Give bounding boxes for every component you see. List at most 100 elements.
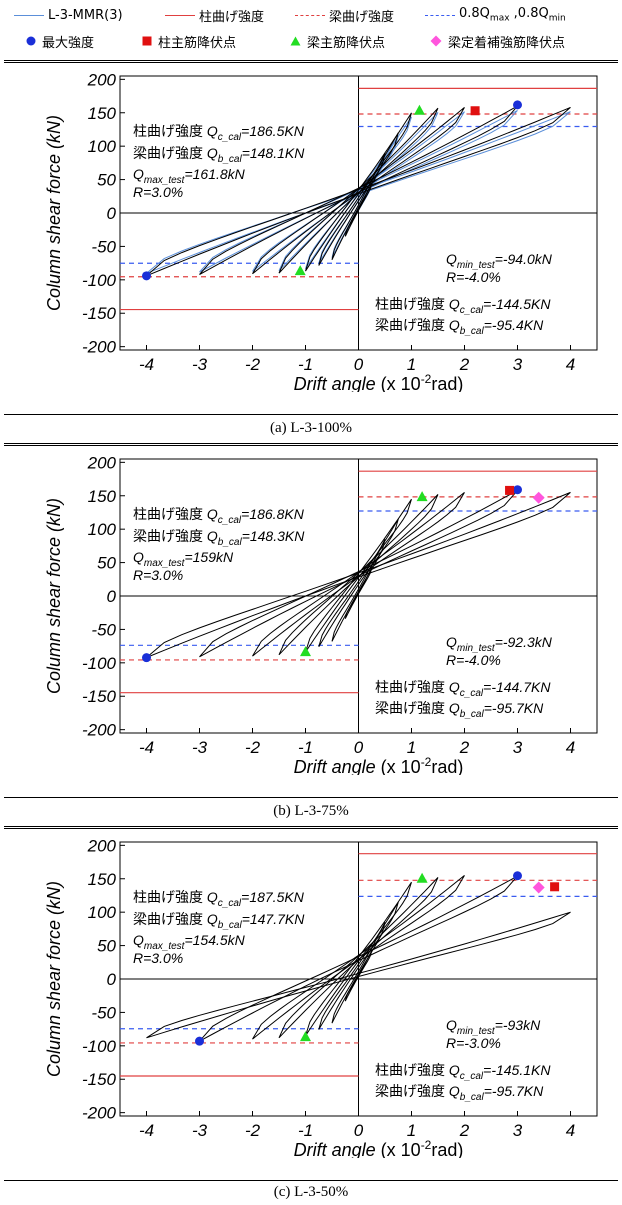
test-loop-4 — [278, 107, 439, 274]
y-tick-label: -150 — [82, 687, 117, 706]
caption-c: (c) L-3-50% — [273, 1184, 349, 1200]
max-strength-marker — [513, 871, 522, 881]
ann-value: =159kN — [184, 549, 234, 565]
ann-sub: max_test — [144, 558, 186, 569]
legend-label-q08: 0.8Qmax ,0.8Qmin — [459, 6, 566, 24]
max-strength-marker — [142, 653, 151, 663]
ann-label: 柱曲げ強度 — [133, 889, 207, 905]
ann-label: 梁曲げ強度 — [133, 911, 207, 927]
y-tick-label: 100 — [88, 520, 117, 539]
test-loop-5 — [252, 875, 465, 1040]
annotation-min-drift: R=-4.0% — [446, 652, 501, 668]
y-tick-label: -50 — [91, 1003, 116, 1022]
y-tick-label: 150 — [88, 487, 117, 506]
x-axis-label-exponent: -2 — [421, 1138, 432, 1152]
annotation-beam-strength-neg: 梁曲げ強度 Qb_cal=-95.4KN — [375, 317, 544, 337]
anchor-yield-marker — [532, 881, 545, 894]
ann-q: Q — [207, 911, 218, 927]
ann-q: Q — [449, 1083, 460, 1099]
ann-label: 梁曲げ強度 — [375, 700, 449, 716]
x-tick-label: 2 — [459, 738, 470, 757]
x-tick-label: -1 — [298, 355, 313, 374]
x-tick-label: 4 — [566, 1121, 575, 1140]
annotation-beam-strength: 梁曲げ強度 Qb_cal=148.3KN — [133, 528, 305, 548]
x-axis-label-exponent: -2 — [421, 755, 432, 769]
y-tick-label: -200 — [82, 721, 117, 740]
beam-yield-marker — [416, 872, 428, 883]
ann-sub: max_test — [144, 941, 186, 952]
test-loop-1 — [331, 538, 386, 642]
x-axis-label-unit: (x 10 — [376, 757, 421, 775]
anchor-yield-marker — [532, 491, 545, 504]
x-tick-label: -2 — [245, 355, 261, 374]
ann-sub: min_test — [457, 643, 496, 654]
annotation-max-drift: R=3.0% — [133, 567, 183, 583]
ann-value: =186.8KN — [241, 506, 305, 522]
max-strength-marker — [142, 271, 151, 281]
column-yield-marker — [470, 106, 480, 116]
annotation-min-drift: R=-3.0% — [446, 1035, 501, 1051]
x-axis-label-main: Drift angle — [294, 757, 376, 775]
top-rule — [4, 60, 618, 63]
ann-label: 柱曲げ強度 — [375, 1062, 449, 1078]
caption-a: (a) L-3-100% — [269, 420, 353, 436]
ann-value: =161.8kN — [184, 166, 245, 182]
ann-q: Q — [446, 1017, 457, 1033]
annotation-max-test: Qmax_test=154.5kN — [133, 932, 246, 952]
caption-rule-a — [4, 414, 618, 415]
legend-row-markers: 最大強度 柱主筋降伏点 梁主筋降伏点 梁定着補強筋降伏点 — [0, 30, 622, 52]
chart-panel-c: 200 150 100 50 0 -50 -100 -150 -200 -4 -3 -2 -1 0 1 2 3 4… — [0, 830, 622, 1158]
annotation-max-drift: R=3.0% — [133, 950, 183, 966]
max-strength-marker — [195, 1036, 204, 1046]
ann-q: Q — [207, 506, 218, 522]
y-tick-label: -200 — [82, 338, 117, 357]
caption-rule-c — [4, 1180, 618, 1181]
x-axis-label: Drift angle (x 10-2rad) — [294, 755, 464, 775]
column-yield-marker — [550, 882, 560, 892]
x-tick-label: 2 — [459, 1121, 470, 1140]
ann-sub: min_test — [457, 1026, 496, 1037]
ann-value: =-95.4KN — [484, 317, 544, 333]
test-loop-0 — [344, 950, 373, 1002]
y-tick-label: -100 — [82, 1037, 117, 1056]
x-tick-label: -3 — [192, 355, 208, 374]
ann-sub: c_cal — [460, 688, 484, 699]
y-tick-label: -150 — [82, 304, 117, 323]
annotation-col-strength: 柱曲げ強度 Qc_cal=187.5KN — [133, 889, 305, 909]
x-axis-label: Drift angle (x 10-2rad) — [294, 372, 464, 392]
chart-c: 200 150 100 50 0 -50 -100 -150 -200 -4 -3 -2 -1 0 1 2 3 4… — [44, 836, 598, 1158]
y-tick-label: 50 — [97, 937, 116, 956]
x-tick-label: 1 — [407, 355, 416, 374]
x-tick-label: -1 — [298, 738, 313, 757]
caption-rule-b — [4, 797, 618, 798]
ann-q: Q — [133, 549, 144, 565]
ann-sub: c_cal — [218, 898, 242, 909]
annotation-max-test: Qmax_test=159kN — [133, 549, 234, 569]
ann-sub: b_cal — [218, 920, 243, 931]
x-axis-label-main: Drift angle — [294, 1140, 376, 1158]
x-tick-label: 0 — [354, 355, 364, 374]
mmr-loop-6 — [199, 109, 518, 273]
ann-value: =186.5KN — [241, 123, 305, 139]
legend-line-q08 — [425, 14, 455, 16]
chart-panel-b: 200 150 100 50 0 -50 -100 -150 -200 -4 -3 -2 -1 0 1 2 3 4… — [0, 447, 622, 775]
ann-q: Q — [446, 251, 457, 267]
annotation-max-drift: R=3.0% — [133, 184, 183, 200]
annotation-min-test: Qmin_test=-94.0kN — [446, 251, 553, 271]
annotation-min-test: Qmin_test=-93kN — [446, 1017, 541, 1037]
beam-yield-marker — [413, 104, 425, 115]
y-tick-label: 200 — [87, 70, 117, 89]
test-loop-0 — [344, 182, 373, 237]
ann-q: Q — [449, 296, 460, 312]
test-loop-5 — [252, 107, 465, 275]
annotation-max-test: Qmax_test=161.8kN — [133, 166, 246, 186]
x-axis-label-unit-end: rad) — [431, 1140, 463, 1158]
y-tick-label: 0 — [107, 587, 117, 606]
ann-q: Q — [446, 634, 457, 650]
legend-item-beam-strength: 梁曲げ強度 — [295, 4, 394, 26]
annotation-beam-strength-neg: 梁曲げ強度 Qb_cal=-95.7KN — [375, 700, 544, 720]
test-loop-2 — [318, 901, 399, 1030]
ann-label: 梁曲げ強度 — [133, 145, 207, 161]
x-tick-label: -4 — [139, 355, 154, 374]
beam-yield-marker — [416, 491, 428, 502]
